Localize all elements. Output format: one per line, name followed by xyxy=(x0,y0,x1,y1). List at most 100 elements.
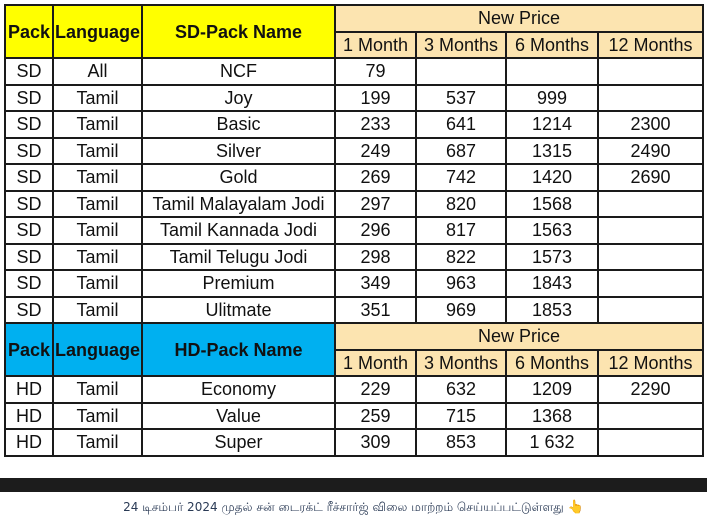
sd-cell-m3: 822 xyxy=(415,242,507,271)
sd-cell-m6: 1853 xyxy=(505,295,599,324)
hd-header-row: Pack Language HD-Pack Name New Price xyxy=(4,322,705,377)
sd-row: SD Tamil Basic 233 641 1214 2300 xyxy=(4,110,705,139)
sd-cell-m1: 249 xyxy=(334,136,417,165)
hd-cell-pack: HD xyxy=(4,428,54,457)
hd-cell-m1: 309 xyxy=(334,428,417,457)
sd-cell-language: Tamil xyxy=(52,242,143,271)
hd-row: HD Tamil Economy 229 632 1209 2290 xyxy=(4,375,705,404)
sd-cell-name: Gold xyxy=(141,163,336,192)
sd-cell-name: Tamil Kannada Jodi xyxy=(141,216,336,245)
sd-cell-m6: 1315 xyxy=(505,136,599,165)
sd-cell-pack: SD xyxy=(4,163,54,192)
sd-cell-m12: 2490 xyxy=(596,136,705,165)
sd-row: SD Tamil Tamil Kannada Jodi 296 817 1563 xyxy=(4,216,705,245)
sd-cell-pack: SD xyxy=(4,242,54,271)
hd-duration-6m: 6 Months xyxy=(505,348,599,377)
sd-cell-m12 xyxy=(596,295,705,324)
hd-cell-m12 xyxy=(596,401,705,430)
sd-cell-m12 xyxy=(596,57,705,86)
sd-cell-m12 xyxy=(596,83,705,112)
hd-duration-3m: 3 Months xyxy=(415,348,507,377)
sd-cell-m1: 297 xyxy=(334,189,417,218)
sd-cell-m1: 199 xyxy=(334,83,417,112)
hd-cell-language: Tamil xyxy=(52,401,143,430)
sd-cell-m6 xyxy=(505,57,599,86)
sd-cell-language: Tamil xyxy=(52,163,143,192)
sd-cell-name: Tamil Malayalam Jodi xyxy=(141,189,336,218)
sd-cell-m3: 641 xyxy=(415,110,507,139)
sd-row: SD Tamil Tamil Telugu Jodi 298 822 1573 xyxy=(4,242,705,271)
sd-cell-m3: 820 xyxy=(415,189,507,218)
sd-cell-name: Premium xyxy=(141,269,336,298)
sd-cell-m12 xyxy=(596,269,705,298)
hd-pack-header: Pack xyxy=(4,322,54,377)
sd-row: SD Tamil Joy 199 537 999 xyxy=(4,83,705,112)
sd-cell-m3: 969 xyxy=(415,295,507,324)
sd-cell-m6: 1573 xyxy=(505,242,599,271)
sd-row: SD Tamil Tamil Malayalam Jodi 297 820 1568 xyxy=(4,189,705,218)
sd-cell-m12 xyxy=(596,242,705,271)
hd-duration-1m: 1 Month xyxy=(334,348,417,377)
sd-cell-name: Ulitmate xyxy=(141,295,336,324)
sd-cell-m3: 742 xyxy=(415,163,507,192)
sd-duration-3m: 3 Months xyxy=(415,30,507,59)
sd-cell-m12 xyxy=(596,216,705,245)
pointing-hand-icon: 👆 xyxy=(567,500,584,515)
hd-pack-name-header: HD-Pack Name xyxy=(141,322,336,377)
caption-text: 24 டிசம்பர் 2024 முதல் சன் டைரக்ட் ரீச்ச… xyxy=(123,500,564,514)
sd-cell-m1: 233 xyxy=(334,110,417,139)
sd-duration-12m: 12 Months xyxy=(596,30,705,59)
sd-cell-m6: 999 xyxy=(505,83,599,112)
sd-language-header: Language xyxy=(52,4,143,59)
hd-cell-m6: 1 632 xyxy=(505,428,599,457)
sd-cell-m6: 1563 xyxy=(505,216,599,245)
sd-cell-m6: 1568 xyxy=(505,189,599,218)
sd-cell-name: Silver xyxy=(141,136,336,165)
sd-cell-pack: SD xyxy=(4,189,54,218)
sd-cell-m1: 269 xyxy=(334,163,417,192)
sd-cell-m1: 79 xyxy=(334,57,417,86)
image-bottom-strip xyxy=(0,478,707,492)
price-table: Pack Language SD-Pack Name New Price 1 M… xyxy=(4,4,705,457)
hd-cell-name: Economy xyxy=(141,375,336,404)
sd-cell-language: Tamil xyxy=(52,110,143,139)
hd-cell-m6: 1209 xyxy=(505,375,599,404)
hd-duration-row: 1 Month 3 Months 6 Months 12 Months xyxy=(5,348,705,377)
sd-cell-m3: 537 xyxy=(415,83,507,112)
hd-language-header: Language xyxy=(52,322,143,377)
hd-new-price-header: New Price xyxy=(333,322,705,351)
sd-row: SD Tamil Silver 249 687 1315 2490 xyxy=(4,136,705,165)
sd-cell-m3: 963 xyxy=(415,269,507,298)
sd-row: SD Tamil Ulitmate 351 969 1853 xyxy=(4,295,705,324)
sd-row: SD All NCF 79 xyxy=(4,57,705,86)
sd-cell-m1: 298 xyxy=(334,242,417,271)
image-caption: 24 டிசம்பர் 2024 முதல் சன் டைரக்ட் ரீச்ச… xyxy=(0,500,707,516)
sd-pack-name-header: SD-Pack Name xyxy=(141,4,336,59)
sd-cell-pack: SD xyxy=(4,57,54,86)
hd-cell-m6: 1368 xyxy=(505,401,599,430)
sd-new-price-header: New Price xyxy=(333,4,705,33)
sd-pack-header: Pack xyxy=(4,4,54,59)
sd-cell-language: Tamil xyxy=(52,295,143,324)
hd-cell-pack: HD xyxy=(4,375,54,404)
sd-cell-name: Joy xyxy=(141,83,336,112)
hd-cell-m3: 715 xyxy=(415,401,507,430)
hd-cell-m12 xyxy=(596,428,705,457)
sd-cell-language: Tamil xyxy=(52,216,143,245)
sd-cell-language: Tamil xyxy=(52,189,143,218)
sd-header-row: Pack Language SD-Pack Name New Price xyxy=(4,4,705,59)
sd-cell-language: Tamil xyxy=(52,83,143,112)
sd-cell-language: All xyxy=(52,57,143,86)
sd-cell-m12 xyxy=(596,189,705,218)
sd-cell-pack: SD xyxy=(4,269,54,298)
hd-cell-name: Super xyxy=(141,428,336,457)
hd-cell-name: Value xyxy=(141,401,336,430)
sd-cell-pack: SD xyxy=(4,110,54,139)
hd-cell-m1: 259 xyxy=(334,401,417,430)
sd-cell-name: Basic xyxy=(141,110,336,139)
sd-cell-m6: 1420 xyxy=(505,163,599,192)
sd-cell-m1: 351 xyxy=(334,295,417,324)
sd-cell-name: NCF xyxy=(141,57,336,86)
sd-cell-pack: SD xyxy=(4,295,54,324)
sd-duration-6m: 6 Months xyxy=(505,30,599,59)
